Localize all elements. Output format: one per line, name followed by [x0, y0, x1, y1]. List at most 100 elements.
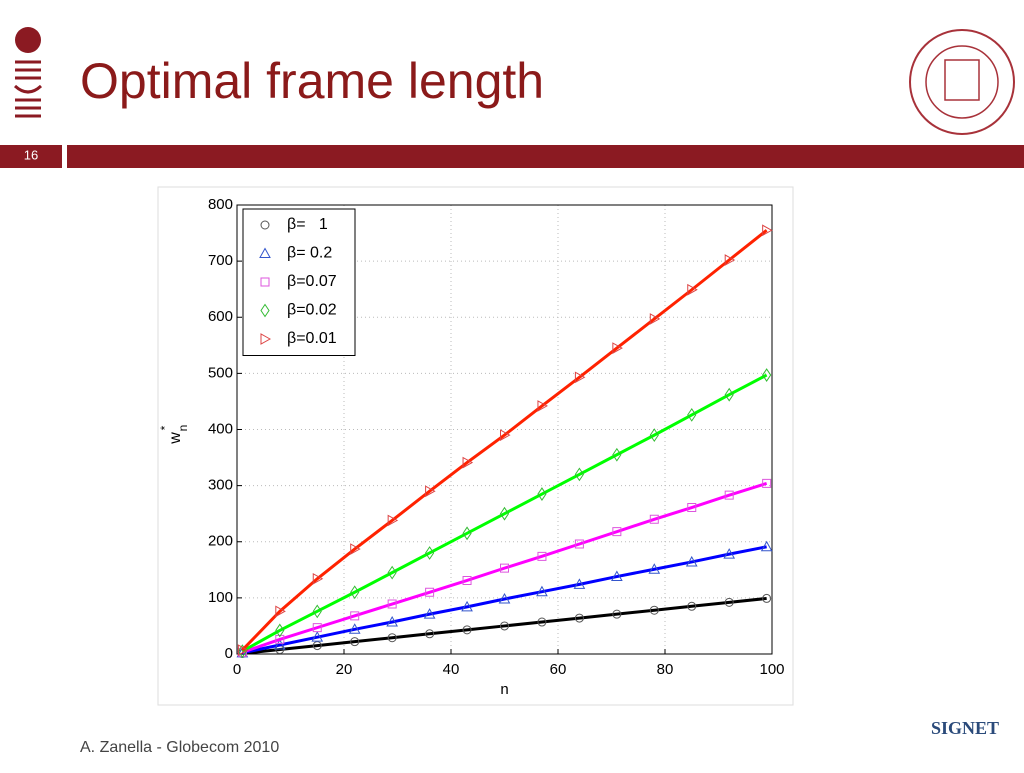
marker: [724, 254, 736, 266]
marker: [312, 604, 322, 619]
legend-label: β=0.02: [287, 302, 337, 319]
marker: [259, 247, 271, 258]
series-line: [242, 596, 767, 655]
marker: [500, 563, 509, 573]
plot-frame: [236, 204, 773, 655]
marker: [311, 631, 324, 642]
marker: [237, 644, 249, 656]
marker: [348, 623, 361, 634]
marker: [350, 585, 360, 600]
marker: [462, 625, 472, 635]
marker: [724, 490, 734, 500]
marker: [724, 597, 734, 607]
marker: [648, 563, 661, 574]
x-axis-label: n: [500, 681, 508, 698]
marker: [462, 575, 472, 585]
marker: [312, 623, 322, 633]
marker: [762, 224, 773, 237]
marker: [649, 514, 659, 524]
x-tick-label: 0: [233, 661, 241, 678]
marker: [536, 585, 548, 597]
slide-title: Optimal frame length: [80, 53, 544, 109]
y-tick-label: 600: [208, 308, 233, 325]
legend-label: β=0.07: [287, 273, 337, 290]
series-line: [241, 481, 768, 654]
marker: [350, 611, 360, 621]
y-tick-label: 700: [208, 252, 233, 269]
number-box: [0, 145, 62, 168]
y-axis-label-sup: *: [158, 425, 172, 430]
marker: [260, 303, 270, 318]
y-tick-label: 800: [208, 196, 233, 213]
y-axis-label-sub: n: [176, 425, 190, 432]
marker: [499, 506, 510, 521]
marker: [387, 633, 397, 643]
marker: [723, 548, 736, 559]
marker: [574, 613, 584, 623]
y-axis-label: w: [167, 432, 184, 445]
marker: [762, 478, 772, 488]
marker: [687, 601, 697, 611]
marker: [260, 277, 270, 287]
marker: [425, 587, 435, 597]
marker: [573, 578, 586, 589]
marker: [425, 629, 435, 639]
marker: [500, 429, 511, 441]
series-line: [241, 229, 768, 652]
y-tick-label: 400: [208, 420, 233, 437]
marker: [275, 623, 285, 638]
marker: [537, 551, 547, 561]
marker: [537, 617, 547, 627]
x-tick-label: 40: [443, 661, 460, 678]
marker: [350, 543, 361, 555]
marker: [387, 514, 399, 527]
marker: [462, 526, 472, 541]
marker: [574, 539, 584, 549]
marker: [762, 593, 772, 603]
marker: [424, 546, 435, 560]
y-tick-label: 200: [208, 533, 233, 550]
marker: [762, 368, 772, 382]
marker: [760, 540, 773, 552]
marker: [574, 467, 585, 482]
marker: [612, 447, 622, 462]
marker: [687, 503, 697, 513]
x-tick-label: 60: [550, 661, 567, 678]
logo-bars: [13, 60, 43, 118]
title-bar: [67, 145, 1024, 168]
x-tick-label: 100: [759, 661, 784, 678]
series-line: [242, 545, 767, 655]
marker: [685, 555, 698, 567]
marker: [275, 605, 286, 618]
marker: [423, 608, 436, 619]
marker: [350, 637, 360, 647]
marker: [387, 565, 397, 580]
legend-box: [242, 208, 356, 356]
marker: [273, 638, 286, 650]
marker: [462, 456, 474, 469]
y-tick-label: 0: [225, 645, 233, 662]
marker: [387, 599, 397, 609]
seal: [909, 29, 1015, 135]
marker: [612, 527, 622, 537]
y-tick-label: 500: [208, 364, 233, 381]
marker: [574, 371, 586, 384]
x-tick-label: 80: [657, 661, 674, 678]
y-tick-label: 300: [208, 477, 233, 494]
marker: [611, 570, 623, 582]
marker: [461, 600, 473, 612]
footer-text: A. Zanella - Globecom 2010: [80, 739, 279, 756]
marker: [649, 428, 659, 443]
legend-label: β= 0.2: [287, 245, 332, 262]
marker: [537, 400, 548, 412]
marker: [260, 333, 272, 345]
marker: [612, 342, 623, 354]
legend-label: β=0.01: [287, 330, 337, 347]
marker: [500, 621, 509, 631]
marker: [649, 605, 659, 615]
slide-number: 16: [24, 147, 38, 162]
marker: [312, 572, 324, 585]
marker: [386, 615, 398, 627]
